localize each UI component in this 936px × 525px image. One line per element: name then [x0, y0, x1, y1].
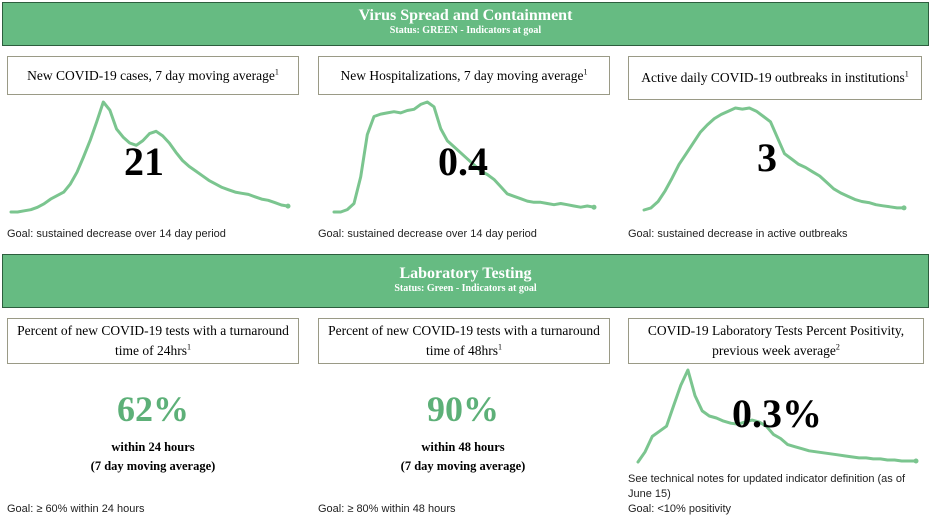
hosp-card-title: New Hospitalizations, 7 day moving avera… — [318, 56, 610, 95]
tat24-value: 62% — [117, 389, 189, 429]
tat24-sub2: (7 day moving average) — [90, 459, 216, 473]
hospitalizations-last-point — [591, 204, 597, 210]
laboratory-testing-banner: Laboratory Testing Status: Green - Indic… — [2, 254, 929, 308]
hosp-goal: Goal: sustained decrease over 14 day per… — [318, 228, 537, 240]
positivity-value: 0.3% — [732, 391, 822, 436]
outbreaks-last-point — [901, 205, 907, 211]
cases-value: 21 — [124, 139, 164, 184]
cases-series-line — [9, 100, 290, 214]
positivity-goal: Goal: <10% positivity — [628, 503, 732, 515]
positivity-note: See technical notes for updated indicato… — [628, 473, 906, 500]
cases-goal: Goal: sustained decrease over 14 day per… — [7, 228, 226, 240]
section-title: Virus Spread and Containment — [358, 7, 573, 24]
hosp-sparkline — [332, 100, 597, 214]
cases-last-point — [285, 203, 291, 209]
section-title: Laboratory Testing — [399, 265, 532, 282]
outbreaks-sparkline — [642, 106, 907, 212]
tat48-sub2: (7 day moving average) — [400, 459, 526, 473]
positivity-sparkline — [636, 368, 919, 464]
outbreaks-goal: Goal: sustained decrease in active outbr… — [628, 228, 848, 240]
tat48-sub1: within 48 hours — [421, 440, 505, 454]
tat24-goal: Goal: ≥ 60% within 24 hours — [7, 503, 145, 515]
section-status: Status: GREEN - Indicators at goal — [389, 25, 542, 36]
hospitalizations-series-line — [332, 100, 596, 214]
cases-sparkline — [9, 100, 291, 214]
outbreaks-value: 3 — [757, 135, 777, 180]
positivity-series-line — [636, 368, 918, 464]
hosp-value: 0.4 — [438, 139, 488, 184]
outbreaks-series-line — [642, 106, 906, 212]
positivity-last-point — [913, 458, 919, 464]
outbreaks-card-title: Active daily COVID-19 outbreaks in insti… — [628, 56, 922, 100]
cases-card-title: New COVID-19 cases, 7 day moving average… — [7, 56, 299, 95]
tat48-goal: Goal: ≥ 80% within 48 hours — [318, 503, 456, 515]
tat48-value: 90% — [427, 389, 499, 429]
tat24-card-title: Percent of new COVID-19 tests with a tur… — [7, 318, 299, 364]
positivity-card-title: COVID-19 Laboratory Tests Percent Positi… — [628, 318, 924, 364]
section-status: Status: Green - Indicators at goal — [394, 283, 537, 294]
tat48-card-title: Percent of new COVID-19 tests with a tur… — [318, 318, 610, 364]
tat24-sub1: within 24 hours — [111, 440, 195, 454]
virus-spread-banner: Virus Spread and Containment Status: GRE… — [2, 2, 929, 46]
